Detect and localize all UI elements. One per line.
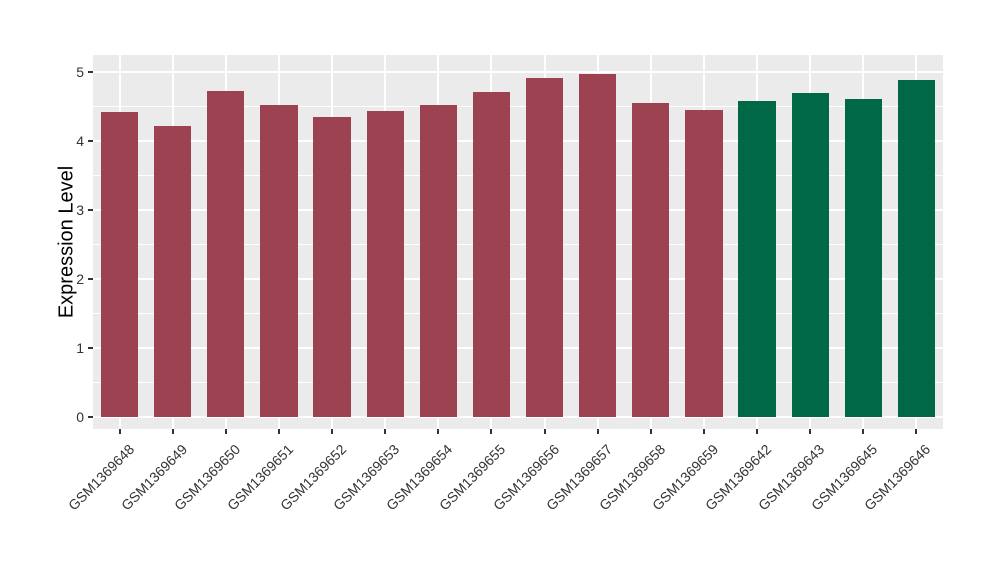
x-axis-tick (490, 429, 493, 434)
bar (525, 77, 564, 418)
gridline-major-horizontal (93, 416, 943, 419)
y-tick-label: 0 (76, 409, 84, 426)
bar (366, 110, 404, 418)
bar (579, 74, 617, 418)
y-axis-tick (88, 209, 93, 212)
x-axis-tick (384, 429, 387, 434)
x-axis-tick (437, 429, 440, 434)
x-axis-tick (649, 429, 652, 434)
y-tick-label: 1 (76, 340, 84, 357)
x-axis-tick (702, 429, 705, 434)
y-tick-label: 3 (76, 202, 84, 219)
x-axis-tick (331, 429, 334, 434)
bar (685, 110, 723, 418)
bar (313, 117, 351, 418)
x-axis-tick (171, 429, 174, 434)
x-axis-tick (809, 429, 812, 434)
x-axis-tick (118, 429, 121, 434)
bar (844, 98, 882, 418)
y-axis-tick (88, 278, 93, 281)
x-axis-tick (543, 429, 546, 434)
x-axis-tick (756, 429, 759, 434)
bar (632, 103, 670, 418)
bar (154, 126, 192, 418)
bar (897, 79, 936, 418)
x-axis-tick (277, 429, 280, 434)
y-tick-label: 2 (76, 271, 84, 288)
x-axis-tick (862, 429, 865, 434)
gridline-minor-horizontal (93, 382, 943, 384)
x-axis-tick (915, 429, 918, 434)
bar (472, 91, 511, 418)
gridline-major-horizontal (93, 209, 943, 212)
gridline-minor-horizontal (93, 244, 943, 246)
y-axis-tick (88, 140, 93, 143)
y-axis-title: Expression Level (55, 165, 78, 319)
bar (260, 104, 298, 418)
bar (738, 100, 776, 418)
gridline-major-horizontal (93, 278, 943, 281)
y-axis-tick (88, 71, 93, 74)
bar (100, 111, 139, 418)
x-axis-tick (596, 429, 599, 434)
bar (207, 90, 245, 418)
y-tick-label: 5 (76, 64, 84, 81)
bar (419, 105, 457, 418)
chart-panel (93, 55, 943, 429)
x-axis-tick (224, 429, 227, 434)
bar (791, 93, 829, 418)
y-axis-tick (88, 416, 93, 419)
gridline-major-horizontal (93, 71, 943, 74)
gridline-major-horizontal (93, 140, 943, 143)
gridline-minor-horizontal (93, 106, 943, 108)
gridline-minor-horizontal (93, 175, 943, 177)
gridline-minor-horizontal (93, 313, 943, 315)
gridline-major-horizontal (93, 347, 943, 350)
y-tick-label: 4 (76, 133, 84, 150)
y-axis-tick (88, 347, 93, 350)
